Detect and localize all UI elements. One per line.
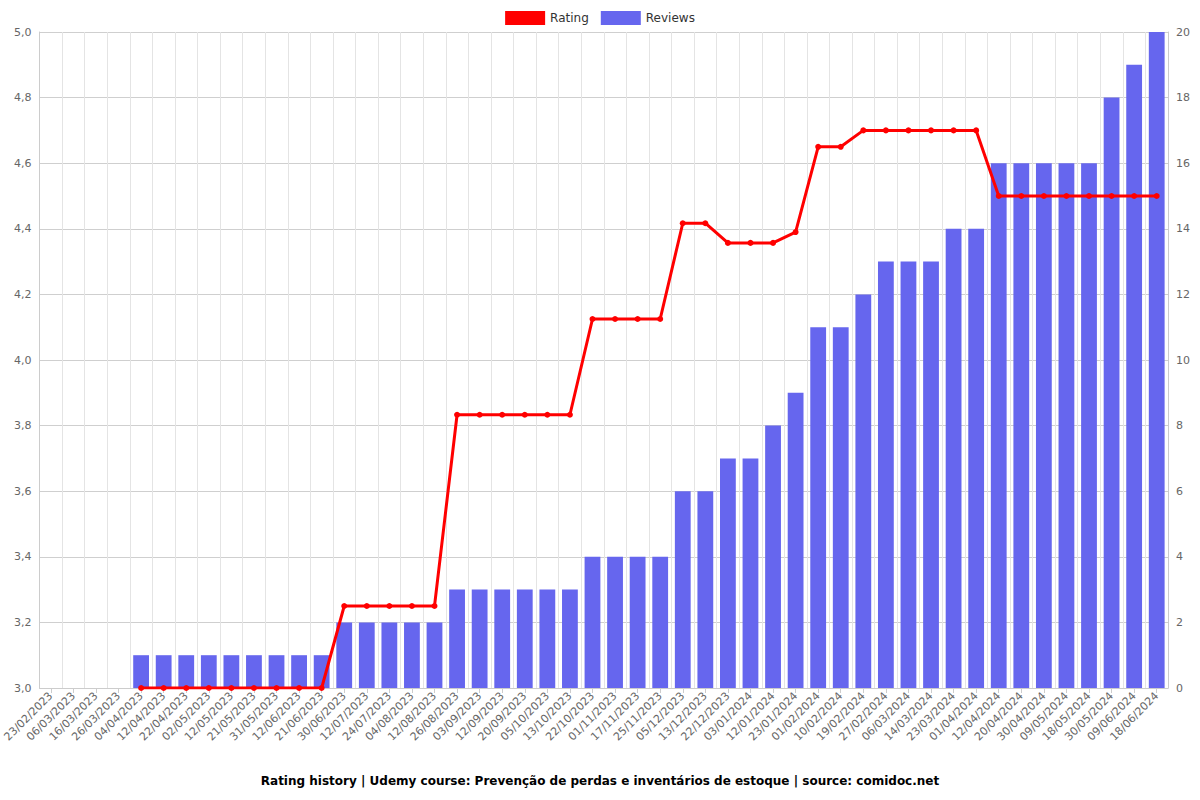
svg-text:8: 8 [1176,419,1183,432]
svg-text:16: 16 [1176,157,1190,170]
svg-text:5,0: 5,0 [14,26,32,39]
svg-text:17/11/2023: 17/11/2023 [588,689,643,744]
svg-text:4,6: 4,6 [14,157,32,170]
svg-text:18: 18 [1176,91,1190,104]
svg-text:22/10/2023: 22/10/2023 [543,689,598,744]
svg-text:31/05/2023: 31/05/2023 [227,689,282,744]
svg-text:4,8: 4,8 [14,91,32,104]
svg-text:13/10/2023: 13/10/2023 [520,689,575,744]
svg-text:13/12/2023: 13/12/2023 [656,689,710,744]
svg-text:02/05/2023: 02/05/2023 [159,689,214,744]
svg-text:06/03/2023: 06/03/2023 [24,689,78,744]
svg-text:14/03/2024: 14/03/2024 [881,689,936,744]
svg-text:23/01/2024: 23/01/2024 [746,689,801,744]
svg-text:05/10/2023: 05/10/2023 [498,689,552,744]
svg-text:01/04/2024: 01/04/2024 [926,689,981,744]
svg-text:10/02/2024: 10/02/2024 [791,689,846,744]
svg-text:12/06/2023: 12/06/2023 [249,689,304,744]
svg-text:4,4: 4,4 [14,222,32,235]
svg-text:20/04/2024: 20/04/2024 [971,689,1026,744]
svg-text:21/06/2023: 21/06/2023 [272,689,327,744]
svg-text:12/04/2024: 12/04/2024 [949,689,1004,744]
svg-text:12: 12 [1176,288,1190,301]
svg-text:20/09/2023: 20/09/2023 [475,689,530,744]
svg-text:3,4: 3,4 [14,550,32,563]
svg-text:Reviews: Reviews [646,11,695,25]
svg-text:21/05/2023: 21/05/2023 [204,689,259,744]
svg-text:12/04/2023: 12/04/2023 [114,689,169,744]
svg-text:22/12/2023: 22/12/2023 [678,689,733,744]
svg-text:30/06/2023: 30/06/2023 [294,689,349,744]
svg-text:2: 2 [1176,616,1183,629]
svg-text:Rating: Rating [550,11,589,25]
svg-text:3,8: 3,8 [14,419,32,432]
svg-text:3,0: 3,0 [14,682,32,695]
svg-text:19/02/2024: 19/02/2024 [814,689,868,744]
svg-text:18/05/2024: 18/05/2024 [1039,689,1094,744]
svg-text:18/06/2024: 18/06/2024 [1107,689,1161,743]
svg-text:10: 10 [1176,354,1190,367]
svg-text:20: 20 [1176,26,1190,39]
svg-text:23/02/2023: 23/02/2023 [1,689,56,744]
svg-text:30/04/2024: 30/04/2024 [994,689,1049,744]
svg-text:26/08/2023: 26/08/2023 [407,689,462,744]
svg-text:27/02/2024: 27/02/2024 [836,689,891,744]
svg-text:09/06/2024: 09/06/2024 [1084,689,1139,744]
svg-text:01/02/2024: 01/02/2024 [768,689,823,744]
svg-text:04/08/2023: 04/08/2023 [362,689,417,744]
svg-text:12/01/2024: 12/01/2024 [723,689,778,744]
svg-text:12/09/2023: 12/09/2023 [452,689,507,744]
svg-text:Rating history | Udemy course:: Rating history | Udemy course: Prevenção… [261,774,940,788]
svg-text:24/07/2023: 24/07/2023 [340,689,394,744]
svg-text:3,2: 3,2 [14,616,32,629]
svg-text:12/07/2023: 12/07/2023 [317,689,372,744]
svg-text:03/09/2023: 03/09/2023 [430,689,485,744]
svg-text:4,0: 4,0 [14,354,32,367]
svg-text:30/05/2024: 30/05/2024 [1062,689,1117,744]
svg-text:06/03/2024: 06/03/2024 [859,689,914,744]
svg-text:12/05/2023: 12/05/2023 [182,689,236,744]
svg-text:05/12/2023: 05/12/2023 [633,689,688,744]
svg-text:14: 14 [1176,222,1190,235]
svg-text:12/08/2023: 12/08/2023 [385,689,440,744]
svg-text:26/03/2023: 26/03/2023 [69,689,124,744]
svg-text:0: 0 [1176,682,1183,695]
svg-text:25/11/2023: 25/11/2023 [610,689,665,744]
svg-text:01/11/2023: 01/11/2023 [565,689,620,744]
svg-text:22/04/2023: 22/04/2023 [136,689,191,744]
svg-text:6: 6 [1176,485,1183,498]
svg-text:03/01/2024: 03/01/2024 [701,689,756,744]
svg-text:23/03/2024: 23/03/2024 [904,689,959,744]
svg-text:16/03/2023: 16/03/2023 [46,689,101,744]
svg-text:09/05/2024: 09/05/2024 [1017,689,1071,744]
svg-text:3,6: 3,6 [14,485,32,498]
svg-text:4,2: 4,2 [14,288,32,301]
svg-text:04/04/2023: 04/04/2023 [91,689,146,744]
svg-text:4: 4 [1176,550,1183,563]
